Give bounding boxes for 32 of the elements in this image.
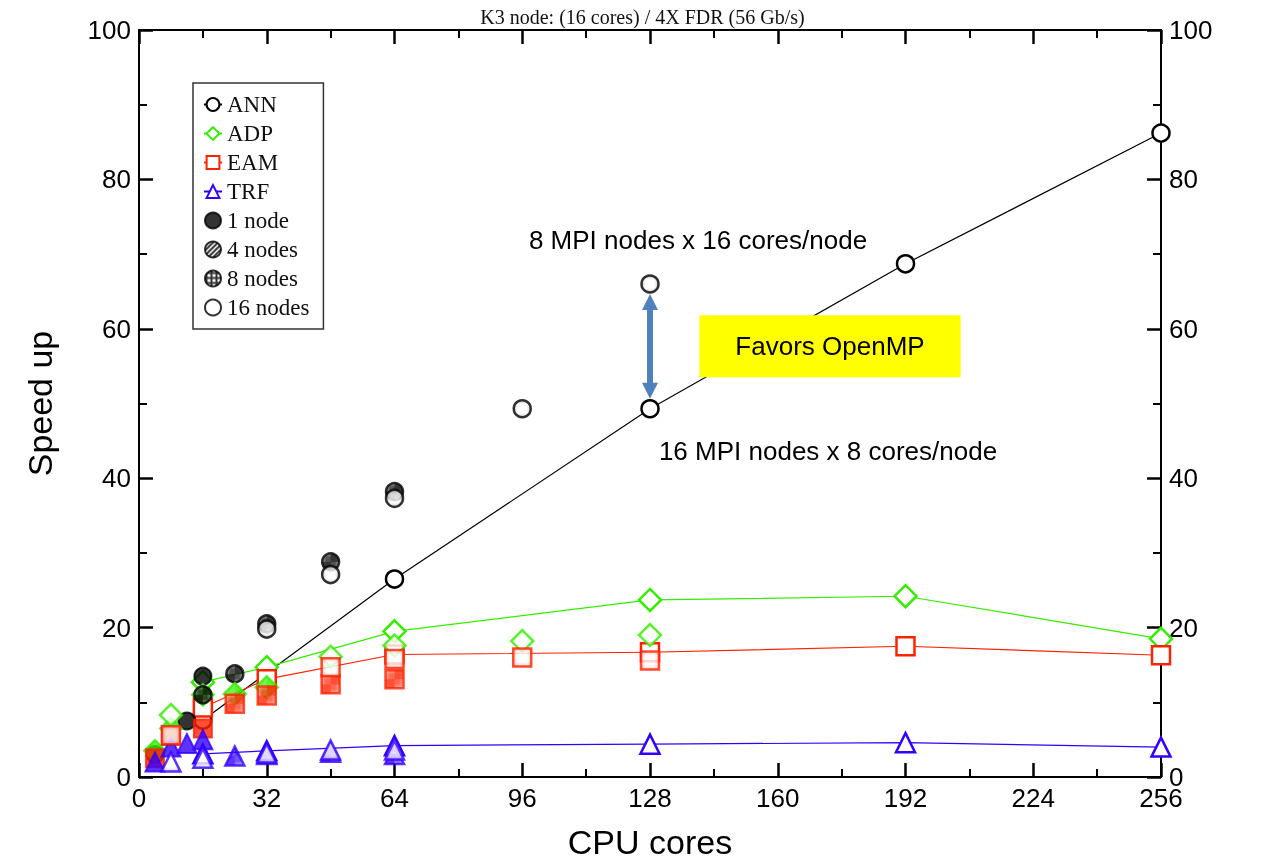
annotation: 16 MPI nodes x 8 cores/node bbox=[658, 435, 998, 466]
y-axis-title: Speed up bbox=[21, 330, 59, 477]
x-tick-label: 96 bbox=[507, 783, 537, 813]
y2-tick-label: 80 bbox=[1169, 164, 1198, 195]
y-tick-label: 80 bbox=[102, 164, 131, 195]
legend-label: TRF bbox=[227, 179, 270, 204]
x-tick-label: 224 bbox=[1011, 783, 1055, 813]
x-tick-label: 160 bbox=[756, 783, 800, 813]
x-tick-label: 32 bbox=[252, 783, 282, 813]
y-tick-label: 20 bbox=[102, 612, 131, 643]
annotation: 8 MPI nodes x 16 cores/node bbox=[528, 224, 868, 255]
x-axis-title: CPU cores bbox=[567, 823, 733, 861]
legend-label: 8 nodes bbox=[227, 266, 298, 291]
legend-label: EAM bbox=[227, 150, 279, 175]
y2-tick-label: 40 bbox=[1169, 463, 1198, 494]
y-tick-label: 100 bbox=[87, 15, 131, 45]
legend-label: ANN bbox=[227, 92, 278, 117]
chart-title: K3 node: (16 cores) / 4X FDR (56 Gb/s) bbox=[480, 6, 805, 29]
legend-label: 4 nodes bbox=[227, 237, 298, 262]
y-tick-label: 60 bbox=[102, 313, 131, 344]
y2-tick-label: 60 bbox=[1169, 313, 1198, 344]
annotation: Favors OpenMP bbox=[735, 331, 925, 362]
x-tick-label: 128 bbox=[628, 783, 672, 813]
x-tick-label: 192 bbox=[883, 783, 928, 813]
y-tick-label: 0 bbox=[116, 762, 131, 792]
y2-tick-label: 20 bbox=[1169, 612, 1198, 643]
y-tick-label: 40 bbox=[102, 463, 131, 494]
y2-tick-label: 100 bbox=[1169, 15, 1213, 45]
x-tick-label: 64 bbox=[380, 783, 409, 813]
legend-label: 16 nodes bbox=[227, 295, 310, 320]
legend-label: 1 node bbox=[227, 208, 289, 233]
legend-label: ADP bbox=[227, 121, 274, 146]
